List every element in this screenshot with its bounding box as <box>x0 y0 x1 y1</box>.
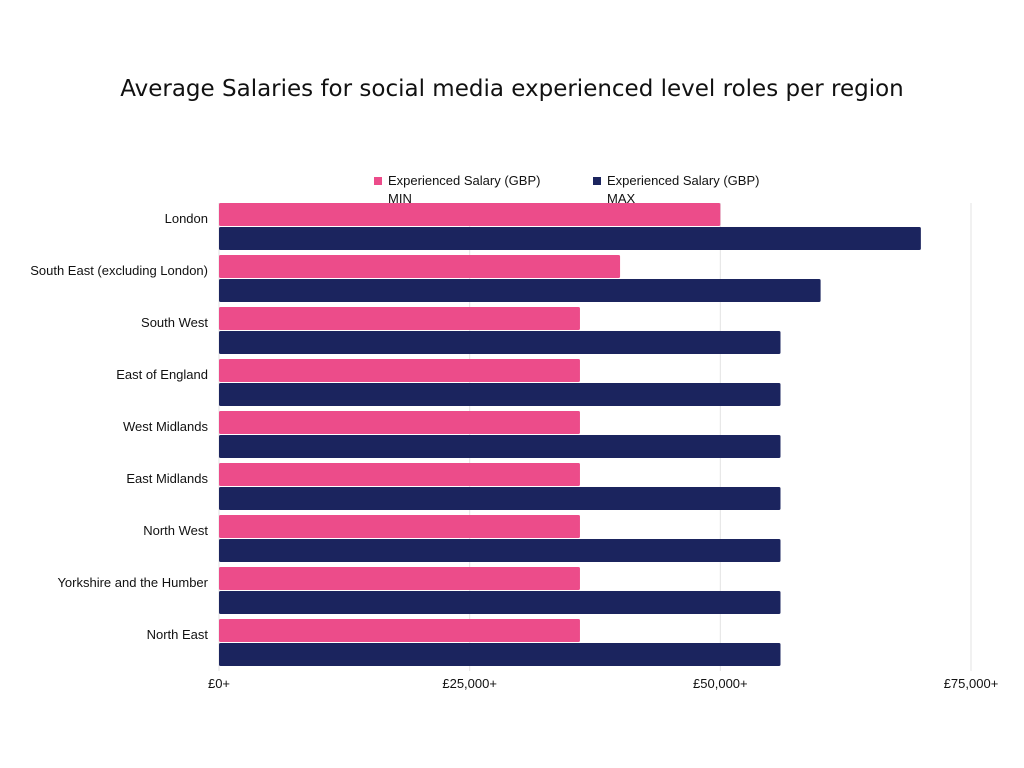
category-label: North East <box>147 627 209 642</box>
category-label: North West <box>143 523 208 538</box>
chart-title: Average Salaries for social media experi… <box>120 76 904 102</box>
bar-max <box>219 227 921 250</box>
bar-max <box>219 487 781 510</box>
bar-max <box>219 279 821 302</box>
bar-max <box>219 539 781 562</box>
x-tick-label: £50,000+ <box>693 676 748 691</box>
category-label: East of England <box>116 367 208 382</box>
category-labels: London South East (excluding London) South… <box>30 211 208 642</box>
bar-min <box>219 619 580 642</box>
bar-min <box>219 515 580 538</box>
bar-min <box>219 255 621 278</box>
x-tick-label: £75,000+ <box>944 676 999 691</box>
bars <box>219 203 921 666</box>
bar-max <box>219 383 781 406</box>
category-label: West Midlands <box>123 419 209 434</box>
bar-max <box>219 435 781 458</box>
category-label: South West <box>141 315 208 330</box>
category-label: East Midlands <box>126 471 208 486</box>
x-axis-ticks: £0+ £25,000+ £50,000+ £75,000+ <box>208 676 998 691</box>
bar-min <box>219 359 580 382</box>
legend-label: MIN <box>388 191 412 206</box>
bar-min <box>219 203 721 226</box>
bar-max <box>219 643 781 666</box>
x-tick-label: £0+ <box>208 676 230 691</box>
bar-max <box>219 591 781 614</box>
legend-swatch <box>593 177 601 185</box>
bar-max <box>219 331 781 354</box>
category-label: London <box>165 211 208 226</box>
bar-min <box>219 567 580 590</box>
bar-min <box>219 307 580 330</box>
category-label: Yorkshire and the Humber <box>57 575 208 590</box>
bar-min <box>219 463 580 486</box>
legend-swatch <box>374 177 382 185</box>
legend-label: Experienced Salary (GBP) <box>607 173 759 188</box>
legend-label: Experienced Salary (GBP) <box>388 173 540 188</box>
legend: Experienced Salary (GBP) MIN Experienced S… <box>374 173 759 206</box>
legend-label: MAX <box>607 191 636 206</box>
x-tick-label: £25,000+ <box>442 676 497 691</box>
bar-min <box>219 411 580 434</box>
category-label: South East (excluding London) <box>30 263 208 278</box>
